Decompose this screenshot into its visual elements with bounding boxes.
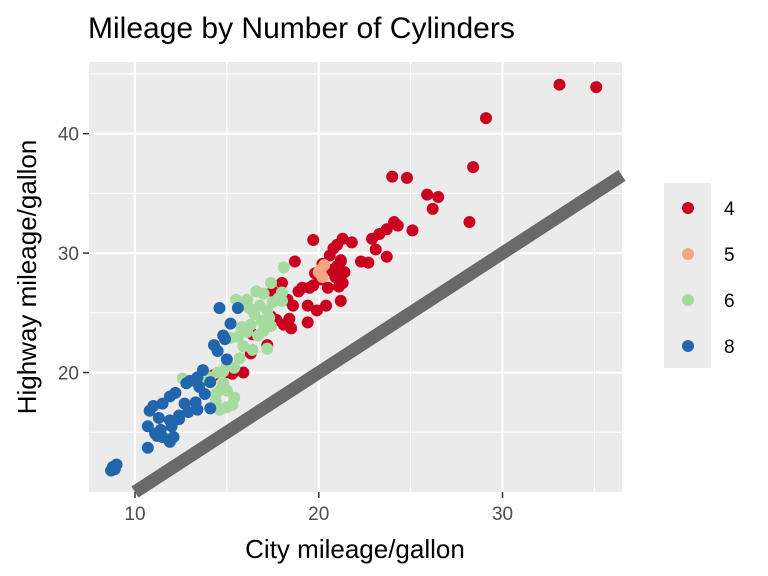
data-point-cyl-4 <box>467 161 480 174</box>
data-point-cyl-4 <box>380 250 393 263</box>
x-tick-label: 10 <box>124 504 145 525</box>
data-point-cyl-4 <box>323 249 336 262</box>
data-point-cyl-8 <box>204 402 217 415</box>
data-point-cyl-4 <box>307 279 320 292</box>
legend-label-6: 6 <box>724 291 735 312</box>
data-point-cyl-4 <box>275 276 288 289</box>
data-point-cyl-8 <box>213 302 226 315</box>
data-point-cyl-8 <box>198 388 211 401</box>
data-point-cyl-4 <box>479 112 492 125</box>
data-point-cyl-6 <box>228 361 241 374</box>
data-point-cyl-6 <box>220 384 233 397</box>
data-point-cyl-6 <box>237 340 250 353</box>
data-point-cyl-4 <box>426 202 439 215</box>
data-point-cyl-6 <box>264 276 277 289</box>
data-point-cyl-4 <box>285 322 298 335</box>
axis-ticks: 10 20 30 20 30 40 <box>58 125 513 525</box>
legend-label-8: 8 <box>724 337 735 358</box>
data-point-cyl-6 <box>252 329 265 342</box>
data-point-cyl-8 <box>191 403 204 416</box>
reference-line <box>131 170 626 498</box>
data-point-cyl-8 <box>231 302 244 315</box>
chart-title: Mileage by Number of Cylinders <box>88 12 515 45</box>
data-point-cyl-4 <box>369 243 382 256</box>
legend-label-5: 5 <box>724 245 735 266</box>
data-point-cyl-6 <box>246 343 259 356</box>
data-point-cyl-6 <box>241 325 254 338</box>
data-point-cyl-8 <box>182 405 195 418</box>
legend: 4 5 6 8 <box>664 183 735 368</box>
data-point-cyl-8 <box>163 390 176 403</box>
data-point-cyl-4 <box>310 304 323 317</box>
x-tick-label: 20 <box>308 504 329 525</box>
data-point-cyl-4 <box>362 256 375 269</box>
data-point-cyl-6 <box>233 352 246 365</box>
data-point-cyl-8 <box>156 397 169 410</box>
data-point-cyl-4 <box>307 233 320 246</box>
data-point-cyl-4 <box>321 281 334 294</box>
data-point-cyl-8 <box>108 463 121 476</box>
data-point-cyl-6 <box>213 403 226 416</box>
data-point-cyl-4 <box>406 224 419 237</box>
data-point-cyl-8 <box>165 420 178 433</box>
data-point-cyl-4 <box>345 236 358 249</box>
data-point-cyl-8 <box>220 353 233 366</box>
data-point-cyl-4 <box>553 78 566 91</box>
data-point-cyl-8 <box>152 411 165 424</box>
legend-key-6 <box>682 294 694 306</box>
data-point-cyl-6 <box>255 315 268 328</box>
y-tick-label: 40 <box>58 125 79 146</box>
data-point-cyl-4 <box>386 170 399 183</box>
data-point-cyl-8 <box>180 377 193 390</box>
data-point-cyl-8 <box>173 409 186 422</box>
data-point-cyl-4 <box>590 81 603 94</box>
data-point-cyl-4 <box>334 294 347 307</box>
data-point-cyl-8 <box>141 441 154 454</box>
data-point-cyl-6 <box>277 261 290 274</box>
data-point-cyl-6 <box>250 285 263 298</box>
data-point-cyl-4 <box>237 366 250 379</box>
legend-key-8 <box>682 340 694 352</box>
legend-key-5 <box>682 248 694 260</box>
y-tick-label: 20 <box>58 364 79 385</box>
data-point-cyl-8 <box>224 317 237 330</box>
data-point-cyl-6 <box>275 294 288 307</box>
data-point-cyl-4 <box>292 285 305 298</box>
grid-lines <box>89 62 622 492</box>
data-point-cyl-4 <box>301 299 314 312</box>
data-point-cyl-8 <box>219 333 232 346</box>
data-point-cyl-4 <box>334 255 347 268</box>
legend-label-4: 4 <box>724 199 735 220</box>
data-point-cyl-4 <box>432 190 445 203</box>
data-point-cyl-8 <box>163 435 176 448</box>
y-tick-label: 30 <box>58 244 79 265</box>
data-point-cyl-4 <box>332 280 345 293</box>
y-axis-title: Highway mileage/gallon <box>12 140 42 415</box>
data-point-cyl-8 <box>204 376 217 389</box>
data-point-cyl-4 <box>421 188 434 201</box>
data-point-cyl-8 <box>143 404 156 417</box>
x-axis-title: City mileage/gallon <box>245 534 465 564</box>
data-points <box>105 78 603 477</box>
data-point-cyl-4 <box>463 216 476 229</box>
x-tick-label: 30 <box>492 504 513 525</box>
data-point-cyl-8 <box>211 345 224 358</box>
data-point-cyl-4 <box>338 266 351 279</box>
data-point-cyl-6 <box>248 308 261 321</box>
data-point-cyl-4 <box>320 299 333 312</box>
data-point-cyl-4 <box>391 219 404 232</box>
data-point-cyl-4 <box>287 299 300 312</box>
legend-key-4 <box>682 202 694 214</box>
data-point-cyl-4 <box>400 171 413 184</box>
data-point-cyl-4 <box>288 255 301 268</box>
data-point-cyl-4 <box>366 232 379 245</box>
data-point-cyl-8 <box>141 420 154 433</box>
data-point-cyl-8 <box>151 429 164 442</box>
data-point-cyl-4 <box>301 316 314 329</box>
data-point-cyl-6 <box>261 342 274 355</box>
data-point-cyl-5 <box>318 259 331 272</box>
